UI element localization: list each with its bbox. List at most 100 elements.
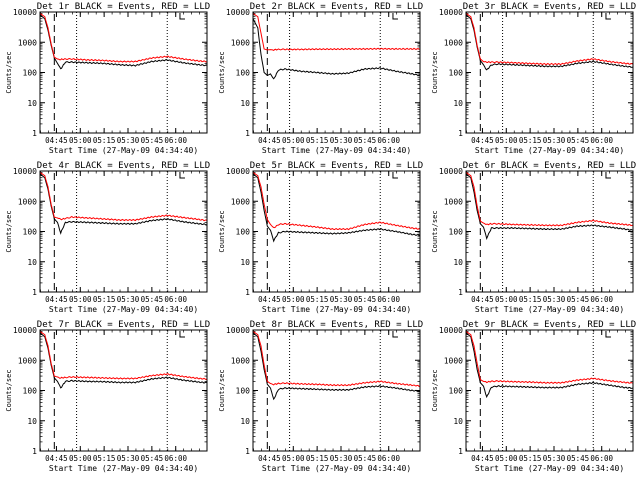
corner-marker (179, 331, 185, 338)
panel-title: Det 2r BLACK = Events, RED = LLD (250, 2, 423, 12)
x-tick-label: 05:30 (330, 295, 353, 304)
panel-8: Det 8r BLACK = Events, RED = LLD Counts/s… (218, 320, 423, 473)
panel-7: Det 7r BLACK = Events, RED = LLD Counts/s… (5, 320, 210, 473)
x-tick-label: 05:00 (282, 295, 305, 304)
x-tick-label: 04:45 (471, 454, 494, 463)
series-line-lld (465, 171, 634, 227)
y-tick-label: 10000 (13, 326, 37, 335)
plot-frame (465, 329, 634, 452)
corner-marker (605, 331, 611, 338)
y-tick-label: 100 (449, 387, 464, 396)
corner-marker (392, 331, 398, 338)
x-axis-label: Start Time (27-May-09 04:34:40) (49, 464, 198, 473)
series-line-events (39, 173, 208, 235)
x-tick-label: 05:30 (330, 136, 353, 145)
y-axis-label: Counts/sec (5, 51, 13, 93)
y-tick-label: 1 (32, 129, 37, 138)
x-tick-label: 05:15 (93, 295, 116, 304)
panel-5: Det 5r BLACK = Events, RED = LLD Counts/s… (218, 161, 423, 314)
y-tick-label: 10 (240, 258, 250, 267)
plot-frame (465, 170, 634, 293)
y-tick-label: 10 (27, 99, 37, 108)
x-tick-label: 05:30 (543, 136, 566, 145)
y-tick-label: 10000 (439, 167, 463, 176)
y-axis-label: Counts/sec (431, 369, 439, 411)
y-tick-label: 100 (236, 387, 251, 396)
y-axis-label: Counts/sec (218, 210, 226, 252)
panel-title: Det 3r BLACK = Events, RED = LLD (463, 2, 636, 12)
y-tick-label: 1 (32, 288, 37, 297)
x-tick-label: 05:00 (495, 136, 518, 145)
y-tick-label: 100 (23, 69, 38, 78)
x-axis-label: Start Time (27-May-09 04:34:40) (262, 305, 411, 314)
y-tick-label: 1000 (444, 197, 463, 206)
x-tick-label: 04:45 (258, 454, 281, 463)
y-tick-label: 10000 (13, 8, 37, 17)
y-tick-label: 10 (453, 417, 463, 426)
series-line-lld (465, 12, 634, 66)
x-tick-label: 05:15 (306, 295, 329, 304)
x-axis-label: Start Time (27-May-09 04:34:40) (262, 464, 411, 473)
y-tick-label: 10 (453, 99, 463, 108)
x-tick-label: 05:15 (519, 136, 542, 145)
y-tick-label: 10000 (439, 326, 463, 335)
series-line-lld (465, 330, 634, 384)
x-tick-label: 06:00 (590, 295, 613, 304)
y-tick-label: 100 (449, 228, 464, 237)
panel-4: Det 4r BLACK = Events, RED = LLD Counts/s… (5, 161, 210, 314)
x-axis-label: Start Time (27-May-09 04:34:40) (475, 305, 624, 314)
x-tick-label: 04:45 (45, 454, 68, 463)
corner-marker (179, 13, 185, 20)
y-tick-label: 10 (453, 258, 463, 267)
x-tick-label: 05:15 (519, 454, 542, 463)
series-line-events (39, 332, 208, 389)
x-tick-label: 04:45 (45, 295, 68, 304)
series-line-lld (252, 12, 421, 51)
y-tick-label: 1 (245, 288, 250, 297)
x-tick-label: 05:30 (117, 295, 140, 304)
x-tick-label: 06:00 (590, 454, 613, 463)
series-line-events (252, 18, 421, 80)
panel-3: Det 3r BLACK = Events, RED = LLD Counts/s… (431, 2, 636, 155)
x-tick-label: 05:00 (282, 454, 305, 463)
x-tick-label: 05:00 (69, 295, 92, 304)
x-tick-label: 05:45 (141, 295, 164, 304)
x-tick-label: 05:30 (543, 295, 566, 304)
panel-title: Det 7r BLACK = Events, RED = LLD (37, 320, 210, 330)
y-tick-label: 100 (23, 387, 38, 396)
y-tick-label: 10 (240, 417, 250, 426)
y-tick-label: 100 (23, 228, 38, 237)
y-tick-label: 1 (245, 129, 250, 138)
y-tick-label: 1000 (231, 38, 250, 47)
y-axis-label: Counts/sec (5, 369, 13, 411)
x-tick-label: 05:45 (567, 295, 590, 304)
x-axis-label: Start Time (27-May-09 04:34:40) (475, 464, 624, 473)
series-line-lld (39, 171, 208, 222)
y-tick-label: 1 (245, 447, 250, 456)
panel-9: Det 9r BLACK = Events, RED = LLD Counts/s… (431, 320, 636, 473)
y-tick-label: 1 (458, 288, 463, 297)
x-tick-label: 05:00 (495, 295, 518, 304)
x-tick-label: 05:45 (141, 136, 164, 145)
series-line-lld (39, 330, 208, 381)
y-tick-label: 1000 (18, 38, 37, 47)
x-tick-label: 05:00 (69, 136, 92, 145)
panel-title: Det 5r BLACK = Events, RED = LLD (250, 161, 423, 171)
x-tick-label: 05:45 (141, 454, 164, 463)
y-axis-label: Counts/sec (5, 210, 13, 252)
x-tick-label: 05:15 (93, 454, 116, 463)
panel-title: Det 4r BLACK = Events, RED = LLD (37, 161, 210, 171)
x-tick-label: 05:45 (567, 136, 590, 145)
y-tick-label: 10 (27, 417, 37, 426)
x-tick-label: 05:00 (495, 454, 518, 463)
x-tick-label: 05:15 (306, 136, 329, 145)
corner-marker (605, 13, 611, 20)
corner-marker (179, 172, 185, 179)
series-line-events (465, 332, 634, 399)
y-tick-label: 1000 (231, 197, 250, 206)
series-line-lld (252, 330, 421, 387)
x-tick-label: 05:30 (330, 454, 353, 463)
y-tick-label: 1 (32, 447, 37, 456)
y-tick-label: 1000 (18, 197, 37, 206)
plot-frame (252, 11, 421, 134)
